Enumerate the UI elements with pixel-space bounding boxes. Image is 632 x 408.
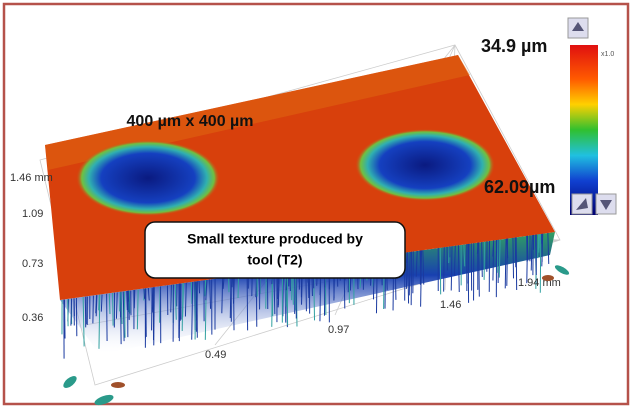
spike [146, 288, 147, 337]
axis-label: 1.46 [440, 299, 461, 311]
area-label: 400 µm x 400 µm [127, 113, 254, 130]
spike [64, 300, 65, 339]
spike [101, 294, 102, 311]
spike [109, 293, 110, 314]
axis-label: 1.09 [22, 208, 43, 220]
spike [99, 295, 100, 310]
spike [93, 296, 94, 324]
spike [124, 291, 125, 337]
axis-label: 0.97 [328, 324, 349, 336]
callout-line: Small texture produced by [187, 231, 363, 247]
callout: Small texture produced by tool (T2) [145, 222, 405, 278]
reset-view[interactable] [572, 194, 592, 214]
spike [420, 250, 421, 265]
spike [449, 246, 450, 263]
spike [129, 291, 130, 320]
callout-line: tool (T2) [247, 252, 302, 268]
spike [444, 247, 445, 292]
spike [96, 295, 97, 316]
spike [113, 293, 114, 326]
colorbar-min: 62.09µm [484, 177, 555, 197]
spike [127, 291, 128, 310]
axis-label: 1.46 mm [10, 172, 53, 184]
spike [144, 289, 145, 299]
colorbar-scale: x1.0 [601, 51, 614, 58]
spike [513, 237, 514, 278]
spike [199, 281, 200, 293]
scroll-down[interactable] [596, 194, 616, 214]
pit [355, 129, 495, 201]
axis-label: 0.36 [22, 312, 43, 324]
scroll-up[interactable] [568, 18, 588, 38]
pit [76, 140, 220, 216]
axis-label: 0.49 [205, 349, 226, 361]
axis-label: 0.73 [22, 258, 43, 270]
axis-label: 1.94 mm [518, 277, 561, 289]
spike [196, 281, 197, 300]
spike [479, 242, 480, 296]
colorbar-max: 34.9 µm [481, 36, 547, 56]
spike [152, 287, 153, 330]
screenshot: 400 µm x 400 µm 1.46 mm 1.09 0.73 0.36 0… [0, 0, 632, 408]
spike [71, 299, 72, 326]
spike [238, 276, 239, 299]
spike [247, 274, 248, 330]
spike [482, 242, 483, 277]
spike [515, 237, 516, 267]
colorbar [570, 45, 598, 215]
spike [171, 285, 172, 313]
